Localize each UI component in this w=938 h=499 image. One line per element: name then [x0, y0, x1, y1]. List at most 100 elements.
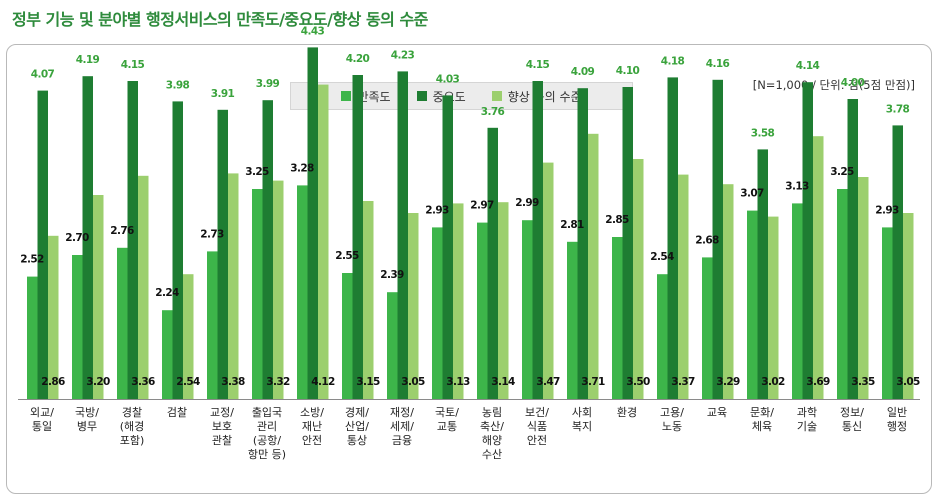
category-label-line: 과학 [797, 406, 817, 419]
data-label-importance: 3.58 [751, 127, 775, 139]
data-label-importance: 4.09 [571, 66, 595, 78]
bar-satisfaction [342, 273, 353, 399]
bar-satisfaction [72, 255, 83, 399]
bar-satisfaction [657, 274, 668, 399]
data-label-satisfaction: 2.73 [200, 228, 224, 240]
legend-swatch-satisfaction [341, 91, 352, 101]
category-label: 환경 [617, 406, 637, 419]
data-label-satisfaction: 2.85 [605, 214, 629, 226]
category-label: 소방/재난 안전 [300, 406, 324, 447]
bar-importance [487, 127, 498, 400]
category-label-line: 복지 [572, 420, 592, 433]
category-label-line: 소방/ [300, 406, 324, 419]
bar-improvement [588, 133, 599, 400]
category-label: 국토/교통 [435, 406, 459, 433]
category-label-line: 금융 [392, 434, 412, 447]
bar-importance [82, 76, 93, 399]
category-label-line: 관리 [257, 420, 277, 433]
data-label-improvement: 3.13 [446, 376, 470, 388]
legend-item-satisfaction: 만족도 [341, 88, 391, 105]
category-label-line: 국방/ [75, 406, 99, 419]
bar-importance [217, 109, 228, 400]
category-label-line: 통일 [32, 419, 52, 433]
bar-improvement [723, 184, 734, 399]
data-label-improvement: 3.02 [761, 376, 785, 388]
category-label-line: 문화/ [750, 406, 774, 419]
category-label: 재정/세제/금융 [390, 406, 414, 447]
data-label-satisfaction: 2.99 [515, 197, 539, 209]
data-label-satisfaction: 3.25 [830, 166, 854, 178]
bar-satisfaction [432, 227, 443, 399]
data-label-improvement: 3.35 [851, 376, 875, 388]
bar-importance [37, 90, 48, 399]
data-label-importance: 3.76 [481, 106, 505, 118]
data-label-importance: 3.99 [256, 78, 280, 90]
data-label-satisfaction: 2.93 [425, 204, 449, 216]
data-label-improvement: 3.47 [536, 376, 560, 388]
bar-improvement [318, 84, 329, 399]
bar-satisfaction [162, 310, 173, 399]
data-label-satisfaction: 2.97 [470, 200, 494, 212]
data-label-improvement: 3.50 [626, 376, 650, 388]
legend-item-improvement: 향상 동의 수준 [491, 88, 582, 105]
data-label-importance: 3.98 [166, 79, 190, 91]
category-label: 국방/병무 [75, 406, 99, 433]
category-label-line: 외교/ [30, 406, 54, 419]
data-label-importance: 4.00 [841, 77, 865, 89]
data-label-improvement: 3.05 [896, 376, 920, 388]
bar-importance [802, 82, 813, 399]
category-label-line: 항만 등) [248, 448, 286, 461]
data-label-improvement: 3.38 [221, 376, 245, 388]
category-label-line: 수산 [482, 448, 502, 461]
category-label-line: 일반 [887, 405, 907, 419]
data-label-importance: 4.16 [706, 58, 730, 70]
data-label-satisfaction: 2.54 [650, 251, 674, 263]
bar-improvement [183, 274, 194, 399]
data-label-importance: 4.14 [796, 60, 820, 72]
category-label-line: 산업/ [345, 420, 369, 433]
bar-improvement [138, 175, 149, 399]
bar-importance [667, 77, 678, 400]
bar-satisfaction [387, 292, 398, 399]
bar-satisfaction [792, 203, 803, 399]
bar-satisfaction [567, 241, 578, 399]
bar-importance [532, 81, 543, 399]
legend-label-satisfaction: 만족도 [357, 89, 391, 104]
category-label-line: 경제/ [345, 406, 369, 419]
category-label: 고용/노동 [660, 406, 684, 433]
data-label-satisfaction: 3.13 [785, 180, 809, 192]
bar-importance [262, 100, 273, 399]
bar-improvement [408, 213, 419, 399]
category-label-line: 통상 [347, 434, 367, 447]
page-title: 정부 기능 및 분야별 행정서비스의 만족도/중요도/향상 동의 수준 [12, 10, 428, 29]
data-label-importance: 4.15 [526, 59, 550, 71]
bar-importance [172, 101, 183, 400]
bar-improvement [768, 216, 779, 399]
bar-satisfaction [522, 220, 533, 399]
category-label-line: 해양 [482, 433, 502, 447]
data-label-importance: 4.07 [31, 69, 55, 81]
bar-importance [757, 149, 768, 399]
category-label-line: 교통 [437, 420, 457, 433]
data-label-satisfaction: 2.70 [65, 232, 89, 244]
category-label-line: 체육 [752, 420, 772, 433]
category-label-line: 안전 [302, 434, 322, 447]
bar-satisfaction [252, 189, 263, 399]
bar-satisfaction [837, 189, 848, 399]
data-label-satisfaction: 2.39 [380, 269, 404, 281]
data-label-satisfaction: 2.76 [110, 225, 134, 237]
bar-importance [622, 87, 633, 399]
data-label-importance: 3.78 [886, 103, 910, 115]
category-label: 경제/산업/통상 [345, 406, 369, 447]
bar-improvement [903, 213, 914, 399]
data-label-improvement: 3.14 [491, 376, 515, 388]
category-label-line: 교정/ [210, 406, 234, 419]
category-label-line: 출입국 [252, 406, 282, 419]
category-label-line: 사회 [572, 406, 592, 419]
category-label: 보건/식품 안전 [525, 406, 549, 447]
legend-label-improvement: 향상 동의 수준 [507, 89, 582, 104]
category-label-line: 노동 [662, 420, 682, 433]
bar-importance [442, 95, 453, 400]
category-label-line: 경찰 [122, 406, 142, 419]
category-label: 교정/보호 관찰 [210, 406, 234, 447]
